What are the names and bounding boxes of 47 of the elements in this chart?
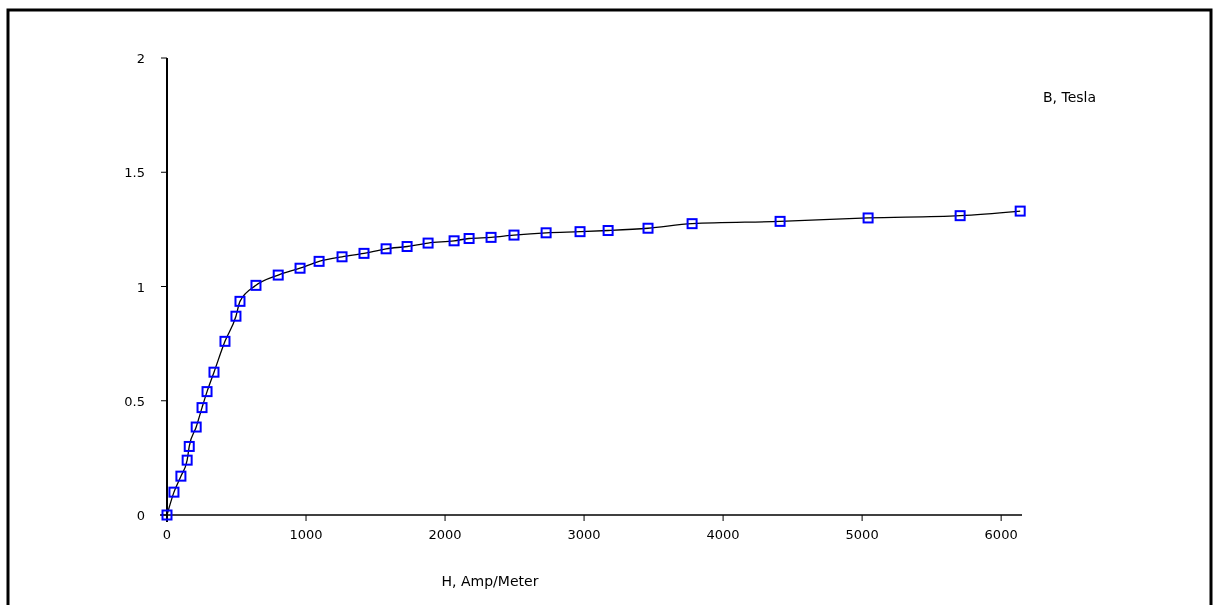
point: [485, 231, 497, 243]
x-tick-label: 3000: [567, 527, 601, 542]
y-tick-label: 0.5: [124, 393, 145, 409]
y-tick-label: 1.5: [124, 165, 145, 181]
point: [602, 225, 614, 237]
y-tick-label: 1: [136, 279, 145, 295]
x-tick-label: 1000: [289, 527, 323, 542]
point: [862, 212, 874, 224]
point: [234, 295, 246, 307]
x-tick-label: 6000: [984, 527, 1018, 542]
x-tick-label: 4000: [706, 527, 740, 542]
point: [336, 251, 348, 263]
point: [183, 440, 195, 452]
point: [1014, 205, 1026, 217]
x-tick-label: 2000: [428, 527, 462, 542]
y-tick-label: 2: [136, 51, 145, 66]
y-axis-title: B, Tesla: [1043, 89, 1097, 105]
point: [508, 229, 520, 241]
point: [294, 262, 306, 274]
point: [175, 470, 187, 482]
x-tick-label: 5000: [845, 527, 879, 542]
point: [272, 269, 284, 281]
point: [250, 279, 262, 291]
point: [313, 255, 325, 267]
point: [168, 486, 180, 498]
point: [422, 237, 434, 249]
point: [401, 241, 413, 253]
point: [463, 233, 475, 245]
point: [540, 227, 552, 239]
point: [686, 218, 698, 230]
point: [230, 310, 242, 322]
point: [358, 247, 370, 259]
point: [219, 335, 231, 347]
point: [774, 215, 786, 227]
point: [380, 243, 392, 255]
point: [448, 235, 460, 247]
point: [574, 226, 586, 238]
point: [196, 402, 208, 414]
y-tick-label: 0: [136, 508, 145, 523]
point: [190, 421, 202, 433]
x-tick-label: 0: [162, 527, 172, 542]
point: [642, 222, 654, 234]
point: [181, 454, 193, 466]
point: [954, 210, 966, 222]
x-axis-title: H, Amp/Meter: [441, 573, 539, 589]
point: [208, 366, 220, 378]
point: [201, 386, 213, 398]
